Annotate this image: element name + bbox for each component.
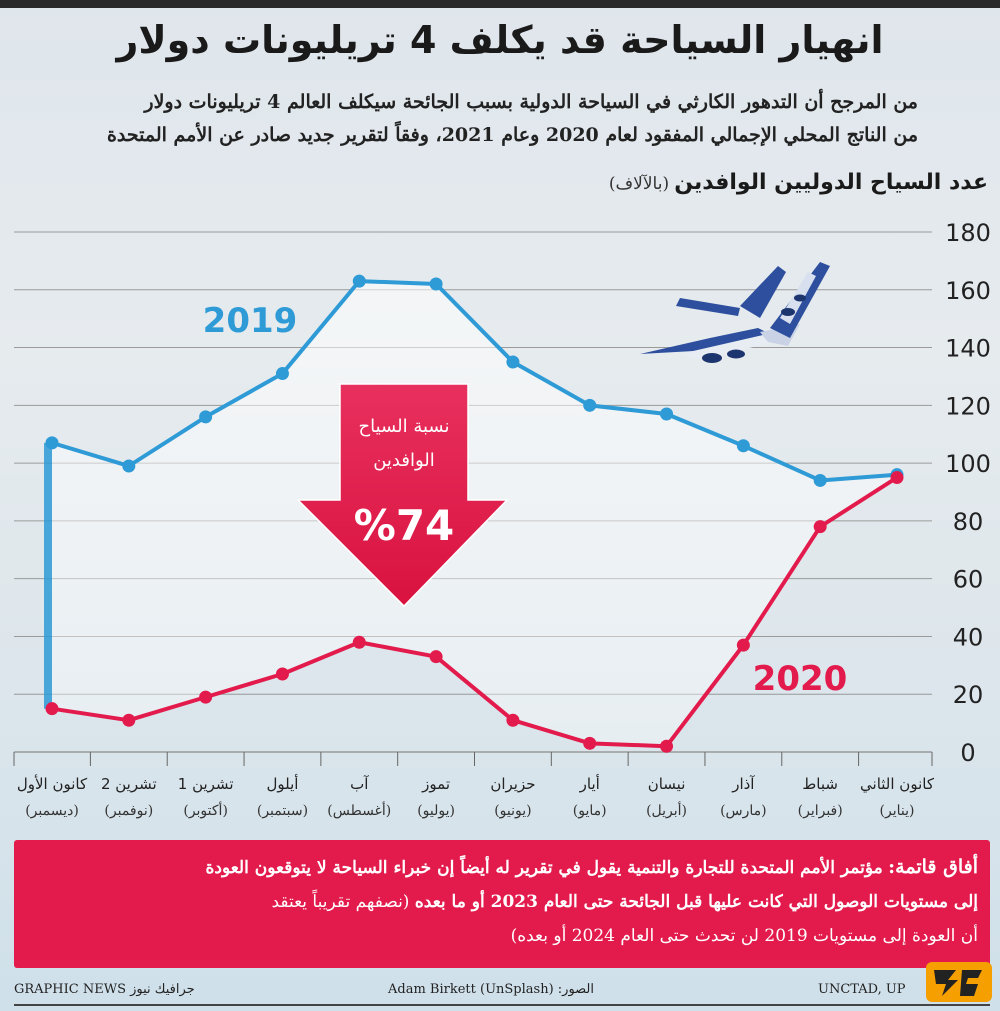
decline-arrow: نسبة السياح الوافدين %74 xyxy=(296,383,509,608)
x-tick-sublabel: (يونيو) xyxy=(494,803,531,819)
note-line-3: أن العودة إلى مستويات 2019 لن تحدث حتى ا… xyxy=(510,926,978,946)
x-tick-label: كانون الثاني xyxy=(860,775,935,794)
y-tick-label: 0 xyxy=(960,739,975,767)
data-point-2020 xyxy=(736,638,750,652)
y-axis-tick-labels: 0 20 40 60 80 100 120 140 160 180 xyxy=(945,219,991,767)
x-tick-label: أيار xyxy=(579,774,600,793)
note-heading: أفاق قاتمة: xyxy=(888,856,978,878)
y-tick-label: 140 xyxy=(945,335,991,363)
series-line-2020 xyxy=(51,475,899,749)
x-tick-sublabel: (يوليو) xyxy=(417,803,455,819)
data-point-2019 xyxy=(506,355,520,369)
data-point-2019 xyxy=(660,407,674,421)
x-tick-label: نيسان xyxy=(648,775,686,793)
note-line-2-bold: إلى مستويات الوصول التي كانت عليها قبل ا… xyxy=(414,892,978,912)
data-point-2020 xyxy=(352,635,366,649)
y-axis-title-main: عدد السياح الدوليين الوافدين xyxy=(674,170,988,195)
data-point-2019 xyxy=(122,459,136,473)
series-line-2019 xyxy=(51,279,898,483)
arrow-percent-value: %74 xyxy=(354,501,455,550)
top-bar xyxy=(0,0,1000,8)
data-point-2019 xyxy=(352,274,366,288)
x-tick-sublabel: (مايو) xyxy=(573,803,607,819)
airplane-icon xyxy=(640,262,830,363)
data-point-2020 xyxy=(660,739,674,753)
data-point-2019 xyxy=(199,410,213,424)
arrow-label-line-1: نسبة السياح xyxy=(359,416,450,437)
data-point-2019 xyxy=(275,367,289,381)
data-point-2020 xyxy=(199,690,213,704)
footer-source: UNCTAD, UP xyxy=(818,982,906,997)
x-tick-label: أيلول xyxy=(266,774,298,793)
data-point-2020 xyxy=(583,736,597,750)
series-label-2020: 2020 xyxy=(753,659,848,699)
y-tick-label: 80 xyxy=(953,508,984,536)
footer-photo-credit: الصور: Adam Birkett (UnSplash) xyxy=(388,982,595,997)
subtitle-line-1: من المرجح أن التدهور الكارثي في السياحة … xyxy=(144,91,918,113)
left-edge-band xyxy=(44,442,52,709)
y-tick-label: 180 xyxy=(945,219,991,247)
x-axis-labels: كانون الأول (ديسمبر) تشرين 2 (نوفمبر) تشرين … xyxy=(13,752,935,819)
data-point-2020 xyxy=(506,713,520,727)
x-tick-label: تموز xyxy=(421,775,450,793)
data-point-2019 xyxy=(429,277,443,291)
y-tick-label: 20 xyxy=(953,681,984,709)
note-line-1: أفاق قاتمة: مؤتمر الأمم المتحدة للتجارة … xyxy=(26,850,978,885)
data-point-2019 xyxy=(583,398,597,412)
data-point-2020 xyxy=(275,667,289,681)
data-point-2020 xyxy=(813,520,827,534)
chart-title: انهيار السياحة قد يكلف 4 تريليونات دولار xyxy=(116,18,884,62)
note-box: أفاق قاتمة: مؤتمر الأمم المتحدة للتجارة … xyxy=(14,840,990,968)
y-tick-label: 40 xyxy=(953,623,984,651)
data-point-2019 xyxy=(813,473,827,487)
x-tick-sublabel: (أبريل) xyxy=(646,800,687,819)
y-tick-label: 100 xyxy=(945,450,991,478)
note-line-1-text: مؤتمر الأمم المتحدة للتجارة والتنمية يقو… xyxy=(205,858,883,878)
chart-subtitle: من المرجح أن التدهور الكارثي في السياحة … xyxy=(58,86,918,152)
note-line-2-text: (نصفهم تقريباً يعتقد xyxy=(271,892,410,912)
y-axis-title-unit: (بالآلاف) xyxy=(608,174,670,194)
footer: GRAPHIC NEWS جرافيك نيوز الصور: Adam Bir… xyxy=(0,978,1000,1011)
y-tick-label: 120 xyxy=(945,392,991,420)
x-tick-sublabel: (أغسطس) xyxy=(327,800,391,819)
x-tick-sublabel: (ديسمبر) xyxy=(25,803,79,819)
x-tick-sublabel: (سبتمبر) xyxy=(257,803,308,819)
subtitle-line-2: من الناتج المحلي الإجمالي المفقود لعام 2… xyxy=(106,124,918,146)
series-lines xyxy=(45,274,904,753)
x-tick-label: كانون الأول xyxy=(17,774,88,793)
y-axis-title: عدد السياح الدوليين الوافدين (بالآلاف) xyxy=(609,170,988,195)
x-tick-label: آب xyxy=(350,775,369,793)
note-line-2: إلى مستويات الوصول التي كانت عليها قبل ا… xyxy=(26,885,978,919)
footer-rule xyxy=(14,1004,990,1006)
x-tick-label: شباط xyxy=(802,775,838,793)
y-tick-label: 60 xyxy=(953,566,984,594)
x-tick-label: تشرين 2 xyxy=(101,775,157,793)
x-tick-sublabel: (أكتوبر) xyxy=(183,800,228,819)
x-tick-sublabel: (يناير) xyxy=(880,803,915,819)
data-point-2019 xyxy=(45,436,59,450)
data-point-2020 xyxy=(45,702,59,716)
x-tick-label: آذار xyxy=(731,775,755,793)
x-tick-sublabel: (فبراير) xyxy=(798,803,843,819)
x-tick-label: حزيران xyxy=(490,775,535,793)
y-tick-label: 160 xyxy=(945,277,991,305)
arrow-label-line-2: الوافدين xyxy=(373,450,435,471)
x-tick-sublabel: (نوفمبر) xyxy=(104,803,153,819)
data-point-2020 xyxy=(429,650,443,664)
series-label-2019: 2019 xyxy=(203,301,298,341)
data-point-2020 xyxy=(122,713,136,727)
x-tick-label: تشرين 1 xyxy=(178,775,234,793)
x-tick-sublabel: (مارس) xyxy=(720,803,767,819)
site-logo-icon xyxy=(926,962,992,1002)
data-point-2019 xyxy=(736,439,750,453)
data-point-2020 xyxy=(890,471,904,485)
line-chart: كانون الأول (ديسمبر) تشرين 2 (نوفمبر) تشرين … xyxy=(13,219,991,819)
footer-publisher: GRAPHIC NEWS جرافيك نيوز xyxy=(14,982,195,997)
